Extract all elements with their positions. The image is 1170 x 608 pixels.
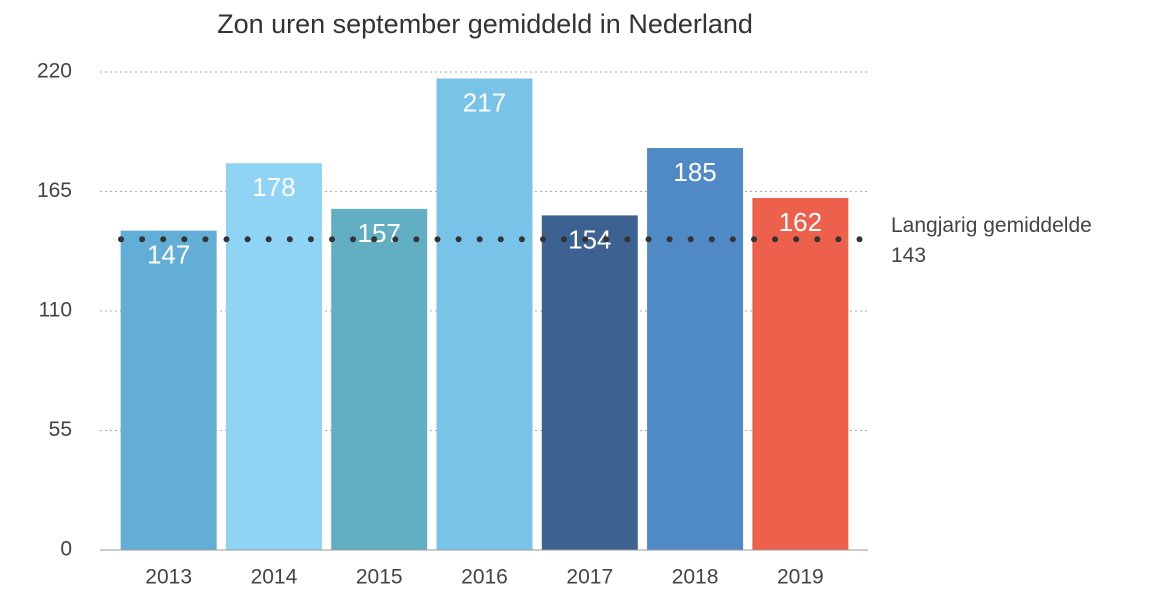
y-tick-label: 0 [60, 538, 72, 561]
bar [331, 208, 428, 550]
bar [436, 78, 533, 550]
y-tick-label: 55 [49, 418, 72, 441]
reference-value: 143 [891, 244, 926, 267]
x-tick-label: 2014 [251, 566, 298, 589]
x-tick-label: 2017 [566, 566, 613, 589]
x-tick-label: 2015 [356, 566, 403, 589]
data-label: 217 [463, 87, 506, 117]
y-tick-label: 165 [37, 179, 72, 202]
reference-label: Langjarig gemiddelde [891, 214, 1092, 237]
bar [120, 230, 217, 551]
bar [752, 198, 849, 550]
x-tick-label: 2018 [672, 566, 719, 589]
bar [647, 148, 744, 550]
y-tick-label: 110 [39, 299, 72, 322]
y-tick-label: 220 [37, 60, 72, 83]
x-tick-label: 2016 [461, 566, 508, 589]
data-label: 178 [252, 172, 295, 202]
data-label: 162 [779, 207, 822, 237]
bar [541, 215, 638, 550]
x-tick-label: 2013 [145, 566, 192, 589]
data-label: 157 [358, 218, 401, 248]
bar [225, 163, 322, 550]
data-label: 147 [147, 239, 190, 269]
data-label: 185 [673, 157, 716, 187]
chart-title: Zon uren september gemiddeld in Nederlan… [217, 9, 753, 39]
x-tick-label: 2019 [777, 566, 824, 589]
